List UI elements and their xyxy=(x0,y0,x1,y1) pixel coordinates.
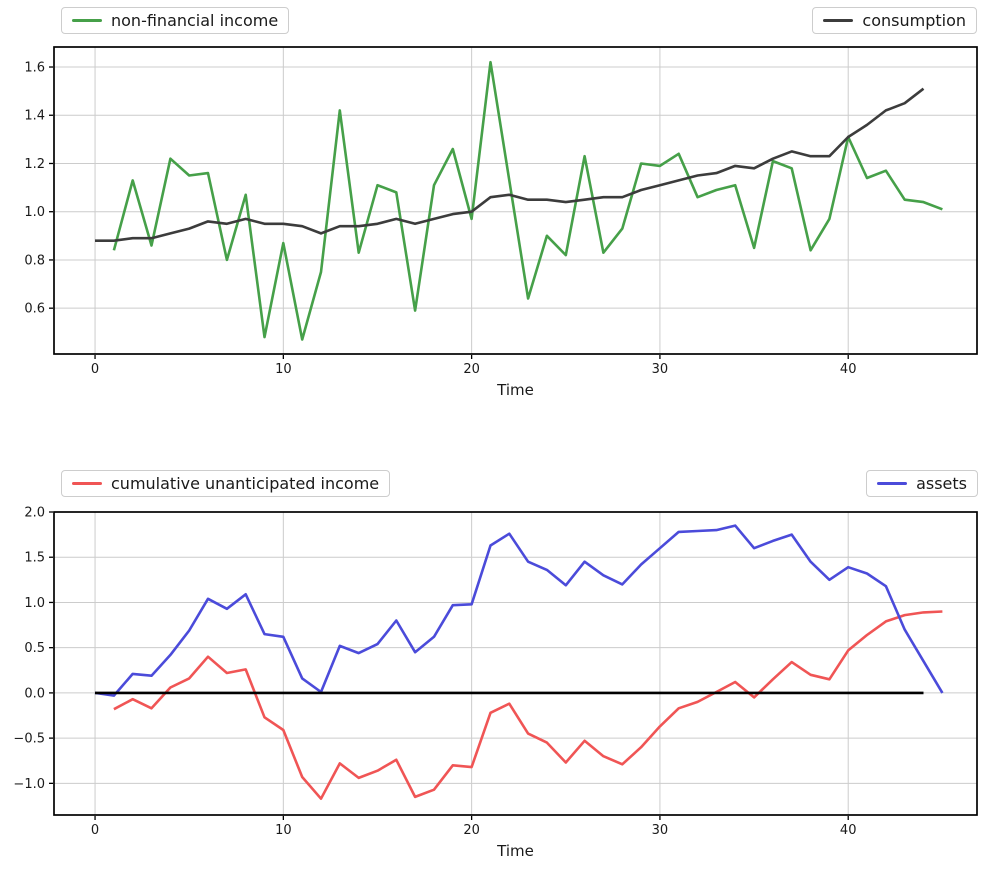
legend-non-financial-income: non-financial income xyxy=(61,7,290,34)
legend-label: consumption xyxy=(862,11,966,30)
x-tick-label: 30 xyxy=(652,362,669,377)
x-tick-label: 30 xyxy=(652,823,669,838)
axes-frame xyxy=(53,46,978,355)
x-tick-label: 10 xyxy=(275,823,292,838)
y-tick-label: 0.5 xyxy=(24,641,45,656)
x-axis-label: Time xyxy=(496,842,534,860)
series-line-assets xyxy=(94,524,944,697)
y-tick-label: 1.2 xyxy=(24,157,45,172)
y-tick-label: 2.0 xyxy=(24,506,45,521)
x-tick-label: 0 xyxy=(91,362,99,377)
series-line-non-financial-income xyxy=(112,60,943,341)
consumption-line-swatch xyxy=(823,19,854,22)
y-tick-label: 1.0 xyxy=(24,596,45,611)
cumulative-income-assets-chart: 0 10 20 30 40 −1.0 −0.5 0.0 0.5 1.0 1.5 2.0 Time xyxy=(13,506,978,860)
x-tick-label: 10 xyxy=(275,362,292,377)
cumulative-income-line-swatch xyxy=(72,482,102,485)
x-tick-label: 20 xyxy=(463,823,480,838)
legend-assets: assets xyxy=(866,470,978,497)
series-line-cumulative-unanticipated-income xyxy=(113,610,943,801)
y-tick-label: 1.6 xyxy=(24,61,45,76)
y-tick-label: 0.6 xyxy=(24,302,45,317)
legend-cumulative-unanticipated-income: cumulative unanticipated income xyxy=(61,470,391,497)
legend-consumption: consumption xyxy=(812,7,977,34)
legend-label: non-financial income xyxy=(111,11,279,30)
x-axis-label: Time xyxy=(496,381,534,399)
axis-ticks: 0 10 20 30 40 −1.0 −0.5 0.0 0.5 1.0 1.5 2.0 xyxy=(13,506,856,838)
y-tick-label: 0.8 xyxy=(24,253,45,268)
x-tick-label: 20 xyxy=(463,362,480,377)
y-tick-label: 1.0 xyxy=(24,205,45,220)
grid-lines xyxy=(54,47,977,354)
y-tick-label: −0.5 xyxy=(13,732,45,747)
legend-label: assets xyxy=(916,474,967,493)
y-tick-label: 1.5 xyxy=(24,551,45,566)
assets-line-swatch xyxy=(877,482,908,485)
series-line-consumption xyxy=(95,87,925,242)
series-lines xyxy=(94,524,944,801)
income-consumption-chart: 0 10 20 30 40 0.6 0.8 1.0 1.2 1.4 1.6 Time xyxy=(24,46,978,399)
axis-ticks: 0 10 20 30 40 0.6 0.8 1.0 1.2 1.4 1.6 xyxy=(24,61,856,377)
income-line-swatch xyxy=(72,19,102,22)
y-tick-label: 1.4 xyxy=(24,109,45,124)
y-tick-label: −1.0 xyxy=(13,777,45,792)
axes-frame xyxy=(53,511,978,816)
x-tick-label: 40 xyxy=(840,362,857,377)
x-tick-label: 40 xyxy=(840,823,857,838)
y-tick-label: 0.0 xyxy=(24,686,45,701)
x-tick-label: 0 xyxy=(91,823,99,838)
legend-label: cumulative unanticipated income xyxy=(111,474,380,493)
series-lines xyxy=(95,60,943,341)
